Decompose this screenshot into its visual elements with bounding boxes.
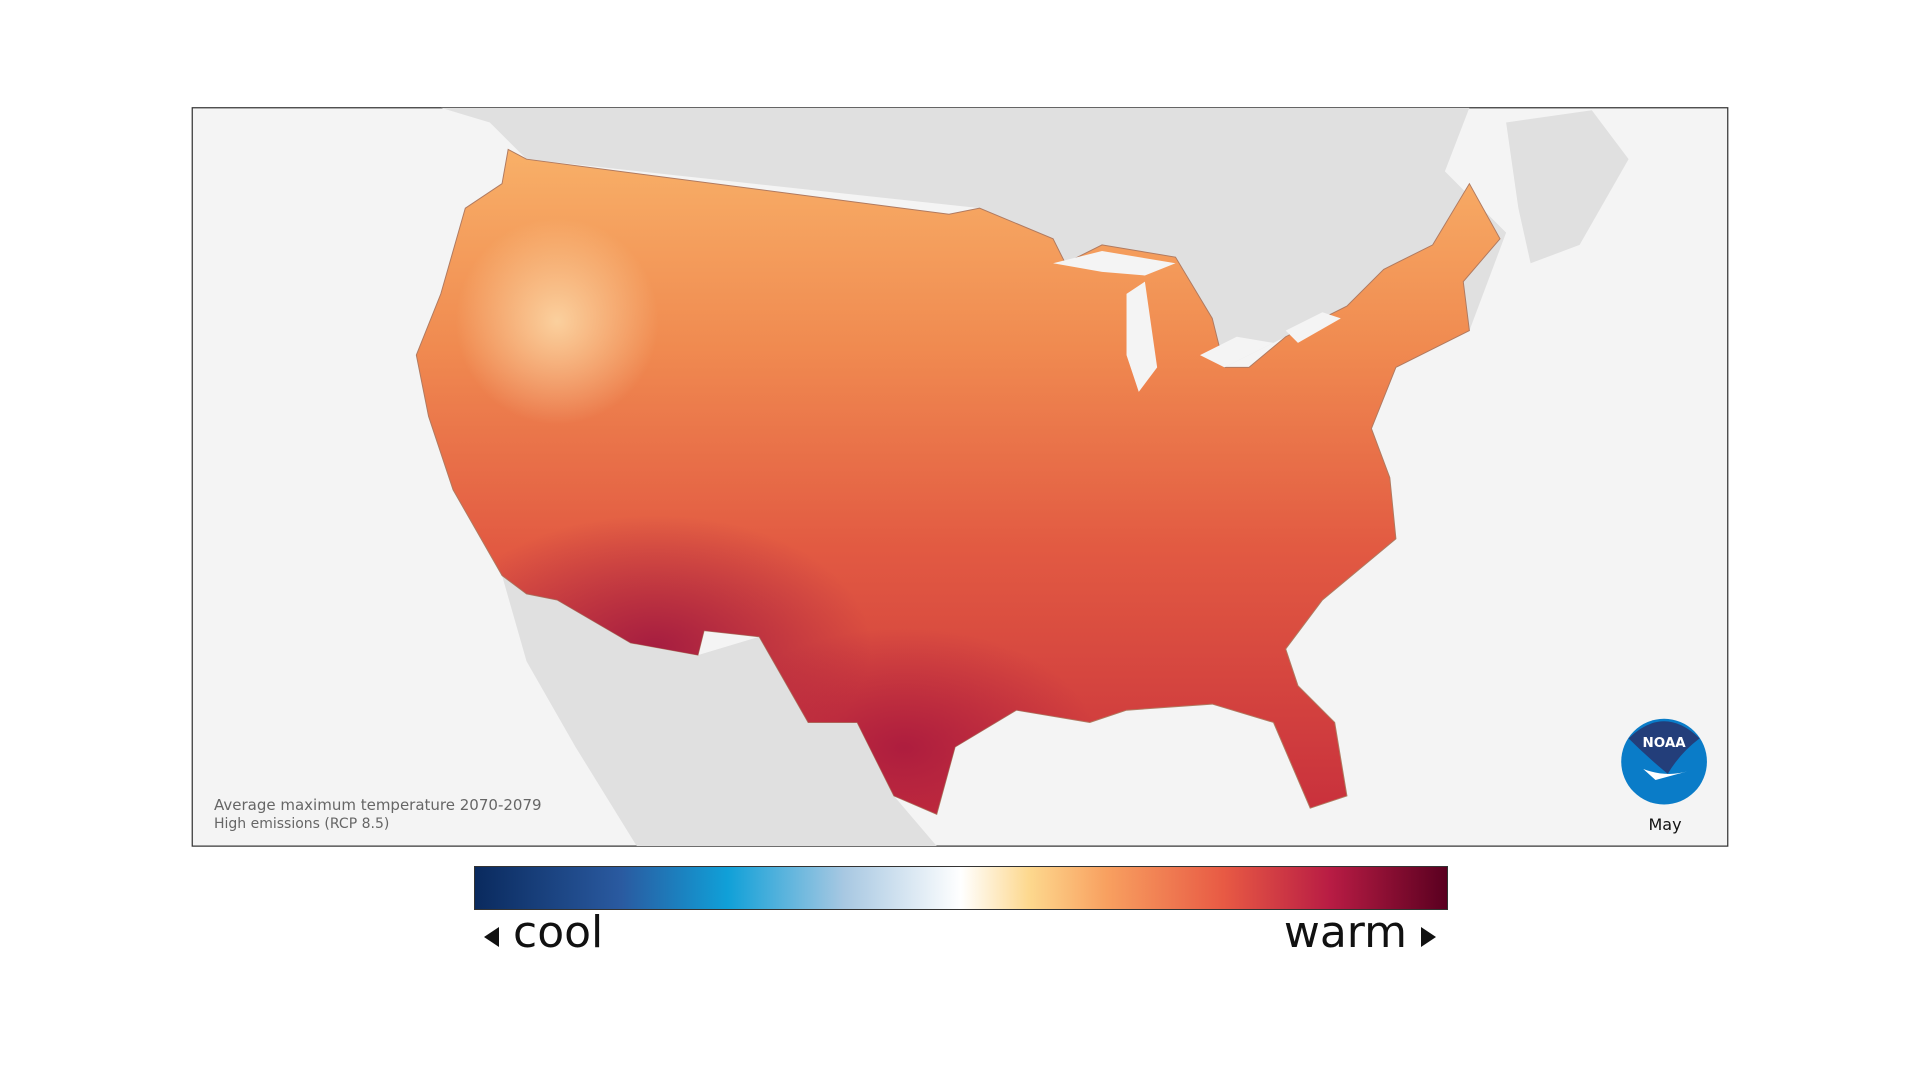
mountain-cool-overlay (416, 149, 980, 723)
color-scale-bar (474, 866, 1448, 910)
warm-label: warm (1283, 907, 1407, 958)
map-title: Average maximum temperature 2070-2079 (214, 796, 542, 814)
cool-label: cool (513, 907, 604, 958)
canada-east-land (1506, 110, 1629, 264)
noaa-logo: NOAA (1621, 718, 1707, 805)
cool-legend: cool (484, 905, 603, 961)
mexico-land (502, 575, 937, 847)
canada-land (440, 107, 1507, 368)
left-triangle-icon (484, 927, 499, 947)
noaa-logo-text: NOAA (1642, 736, 1686, 751)
warm-legend: warm (1284, 905, 1436, 961)
great-lakes (1053, 251, 1341, 392)
month-label: May (1648, 815, 1682, 834)
map-scenario: High emissions (RCP 8.5) (214, 816, 390, 832)
right-triangle-icon (1421, 927, 1436, 947)
